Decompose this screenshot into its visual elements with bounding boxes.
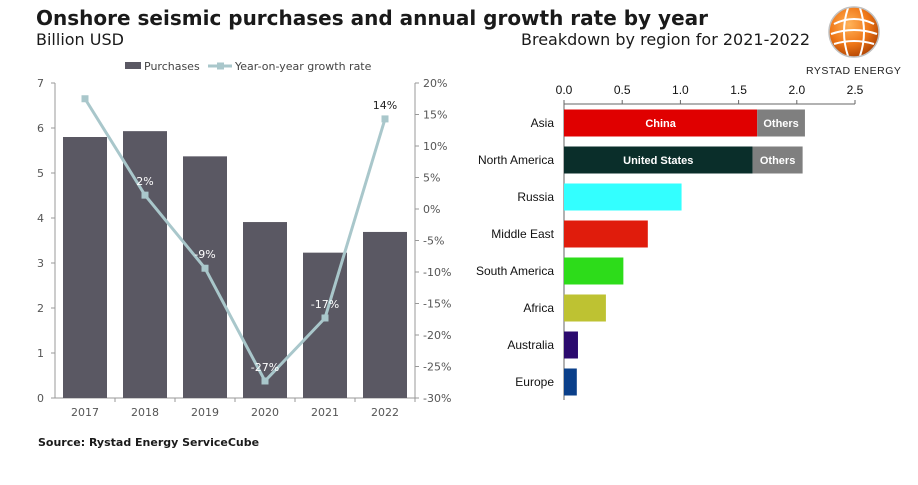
region-bar-russia bbox=[564, 183, 682, 211]
y-tick-label: 4 bbox=[37, 212, 44, 225]
purchases-bar-2021 bbox=[303, 252, 347, 398]
x-tick-label: 2021 bbox=[311, 406, 339, 419]
x-tick-label: 2.5 bbox=[847, 83, 864, 97]
purchases-bar-2017 bbox=[63, 137, 107, 398]
bar-label: Others bbox=[760, 155, 795, 167]
purchases-bar-2019 bbox=[183, 156, 227, 398]
y2-tick-label: -20% bbox=[423, 329, 451, 342]
category-label: Africa bbox=[523, 301, 554, 315]
region-bar-north-america bbox=[564, 146, 753, 174]
left-chart-unit: Billion USD bbox=[36, 30, 124, 49]
brand-name: RYSTAD ENERGY bbox=[806, 65, 902, 77]
region-bar-north-america-others bbox=[752, 146, 803, 174]
category-label: North America bbox=[478, 153, 554, 167]
y-tick-label: 6 bbox=[37, 122, 44, 135]
y2-tick-label: 10% bbox=[423, 140, 447, 153]
legend-growth-marker bbox=[217, 62, 224, 70]
purchases-bar-2018 bbox=[123, 131, 167, 398]
growth-point-2017 bbox=[81, 95, 89, 103]
y-tick-label: 2 bbox=[37, 302, 44, 315]
growth-label-2021: -17% bbox=[311, 298, 339, 311]
growth-point-2020 bbox=[261, 377, 269, 385]
growth-label-2019: -9% bbox=[194, 248, 215, 261]
region-bar-europe bbox=[564, 368, 577, 396]
x-tick-label: 0.0 bbox=[556, 83, 573, 97]
legend-purchases-swatch bbox=[125, 62, 141, 69]
bar-label: Others bbox=[763, 118, 798, 130]
region-bar-australia bbox=[564, 331, 578, 359]
growth-label-2018: 2% bbox=[136, 175, 153, 188]
growth-point-2022 bbox=[381, 115, 389, 123]
growth-point-2018 bbox=[141, 191, 149, 199]
x-tick-label: 2022 bbox=[371, 406, 399, 419]
rystad-logo-icon bbox=[828, 6, 880, 58]
x-tick-label: 2018 bbox=[131, 406, 159, 419]
growth-label-2020: -27% bbox=[251, 361, 279, 374]
legend: Purchases Year-on-year growth rate bbox=[125, 60, 372, 73]
y2-tick-label: -25% bbox=[423, 361, 451, 374]
x-tick-label: 1.5 bbox=[730, 83, 747, 97]
growth-point-2019 bbox=[201, 264, 209, 272]
growth-point-2021 bbox=[321, 314, 329, 322]
legend-purchases-label: Purchases bbox=[144, 60, 200, 73]
x-tick-label: 2020 bbox=[251, 406, 279, 419]
region-bar-south-america bbox=[564, 257, 624, 285]
y2-tick-label: -5% bbox=[423, 235, 444, 248]
region-bar-africa bbox=[564, 294, 606, 322]
legend-growth-label: Year-on-year growth rate bbox=[234, 60, 372, 73]
source-note: Source: Rystad Energy ServiceCube bbox=[38, 436, 260, 449]
x-tick-label: 0.5 bbox=[614, 83, 631, 97]
category-label: Middle East bbox=[491, 227, 554, 241]
right-chart-title: Breakdown by region for 2021-2022 bbox=[521, 30, 811, 49]
y2-tick-label: -15% bbox=[423, 298, 451, 311]
purchases-bar-2022 bbox=[363, 231, 407, 398]
x-tick-label: 1.0 bbox=[672, 83, 689, 97]
growth-rate-line bbox=[83, 97, 387, 384]
y2-tick-label: -30% bbox=[423, 392, 451, 405]
y2-tick-label: 5% bbox=[423, 172, 440, 185]
bar-label: China bbox=[645, 118, 676, 130]
y-tick-label: 5 bbox=[37, 167, 44, 180]
category-label: Europe bbox=[515, 375, 554, 389]
x-tick-label: 2017 bbox=[71, 406, 99, 419]
region-bar-asia-others bbox=[757, 109, 805, 137]
category-label: Asia bbox=[531, 116, 555, 130]
y-tick-label: 3 bbox=[37, 257, 44, 270]
region-bar-asia bbox=[564, 109, 758, 137]
y-tick-label: 7 bbox=[37, 77, 44, 90]
y2-tick-label: -10% bbox=[423, 266, 451, 279]
y-tick-label: 0 bbox=[37, 392, 44, 405]
y2-tick-label: 15% bbox=[423, 109, 447, 122]
y2-tick-label: 20% bbox=[423, 77, 447, 90]
x-tick-label: 2.0 bbox=[788, 83, 805, 97]
category-label: Australia bbox=[507, 338, 554, 352]
growth-label-2022: 14% bbox=[373, 99, 397, 112]
y2-tick-label: 0% bbox=[423, 203, 440, 216]
category-label: South America bbox=[476, 264, 554, 278]
x-tick-label: 2019 bbox=[191, 406, 219, 419]
chart-title: Onshore seismic purchases and annual gro… bbox=[36, 6, 709, 30]
purchases-bar-2020 bbox=[243, 222, 287, 398]
region-bar-middle-east bbox=[564, 220, 648, 248]
bar-label: United States bbox=[623, 155, 693, 167]
category-label: Russia bbox=[517, 190, 554, 204]
y-tick-label: 1 bbox=[37, 347, 44, 360]
